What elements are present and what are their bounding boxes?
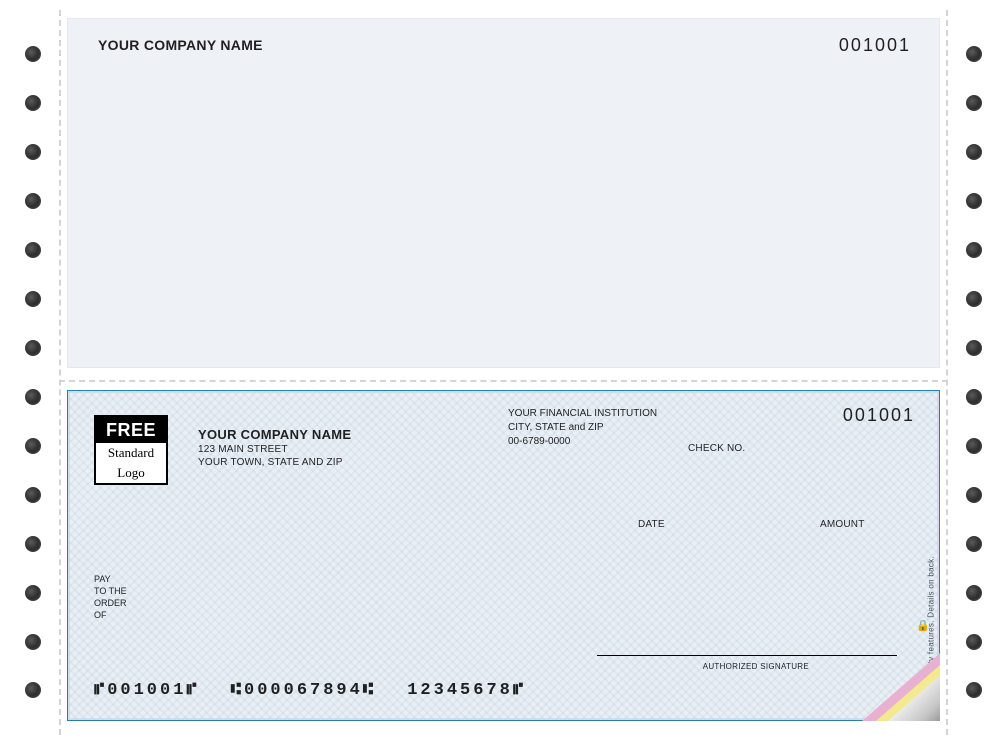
logo-placeholder: FREE Standard Logo xyxy=(94,415,168,485)
tractor-hole xyxy=(966,634,982,650)
label-authorized-signature: AUTHORIZED SIGNATURE xyxy=(703,662,809,671)
company-street: 123 MAIN STREET xyxy=(198,444,351,455)
tractor-hole xyxy=(966,242,982,258)
label-pay: PAY xyxy=(94,573,127,585)
tractor-hole xyxy=(966,340,982,356)
label-date: DATE xyxy=(638,519,665,530)
tractor-hole xyxy=(25,46,41,62)
tractor-hole xyxy=(25,340,41,356)
tractor-hole xyxy=(966,536,982,552)
tractor-hole xyxy=(25,585,41,601)
tractor-hole xyxy=(966,95,982,111)
check-number: 001001 xyxy=(843,405,915,426)
lock-icon: 🔒 xyxy=(916,619,930,632)
company-name: YOUR COMPANY NAME xyxy=(198,427,351,442)
stub-check-number: 001001 xyxy=(839,35,911,56)
company-city-state-zip: YOUR TOWN, STATE AND ZIP xyxy=(198,457,351,468)
tractor-hole xyxy=(966,291,982,307)
tractor-hole xyxy=(966,682,982,698)
signature-line xyxy=(597,655,897,656)
stub-company-name: YOUR COMPANY NAME xyxy=(98,37,263,53)
tractor-hole xyxy=(966,193,982,209)
bank-routing-display: 00-6789-0000 xyxy=(508,435,657,449)
perforation-vertical-right xyxy=(946,10,948,735)
pay-to-order-of-block: PAY TO THE ORDER OF xyxy=(94,573,127,621)
continuous-form-sheet: YOUR COMPANY NAME 001001 FREE Standard L… xyxy=(15,10,992,735)
logo-mid-text: Standard xyxy=(96,443,166,463)
check-stub-panel: YOUR COMPANY NAME 001001 xyxy=(67,18,940,368)
tractor-hole xyxy=(966,438,982,454)
logo-bot-text: Logo xyxy=(96,463,166,483)
page-curl-multicopy xyxy=(862,653,940,721)
micr-line: ⑈001001⑈ ⑆000067894⑆ 12345678⑈ xyxy=(94,681,526,700)
tractor-hole xyxy=(25,536,41,552)
tractor-hole xyxy=(25,291,41,307)
bank-city-state-zip: CITY, STATE and ZIP xyxy=(508,421,657,435)
label-of: OF xyxy=(94,609,127,621)
tractor-hole xyxy=(966,487,982,503)
label-order: ORDER xyxy=(94,597,127,609)
bank-name: YOUR FINANCIAL INSTITUTION xyxy=(508,407,657,421)
label-to-the: TO THE xyxy=(94,585,127,597)
tractor-feed-left xyxy=(15,10,51,735)
tractor-hole xyxy=(25,438,41,454)
tractor-hole xyxy=(966,585,982,601)
tractor-hole xyxy=(25,487,41,503)
check-panel: FREE Standard Logo YOUR COMPANY NAME 123… xyxy=(67,390,940,721)
tractor-hole xyxy=(966,389,982,405)
tractor-hole xyxy=(25,95,41,111)
label-check-no: CHECK NO. xyxy=(688,443,745,454)
tractor-hole xyxy=(25,682,41,698)
perforation-vertical-left xyxy=(59,10,61,735)
tractor-feed-right xyxy=(956,10,992,735)
company-address-block: YOUR COMPANY NAME 123 MAIN STREET YOUR T… xyxy=(198,427,351,468)
tractor-hole xyxy=(966,144,982,160)
tractor-hole xyxy=(966,46,982,62)
label-amount: AMOUNT xyxy=(820,519,865,530)
tractor-hole xyxy=(25,389,41,405)
bank-block: YOUR FINANCIAL INSTITUTION CITY, STATE a… xyxy=(508,407,657,449)
logo-top-text: FREE xyxy=(96,417,166,443)
perforation-horizontal-mid xyxy=(59,380,948,382)
tractor-hole xyxy=(25,634,41,650)
tractor-hole xyxy=(25,242,41,258)
tractor-hole xyxy=(25,193,41,209)
tractor-hole xyxy=(25,144,41,160)
